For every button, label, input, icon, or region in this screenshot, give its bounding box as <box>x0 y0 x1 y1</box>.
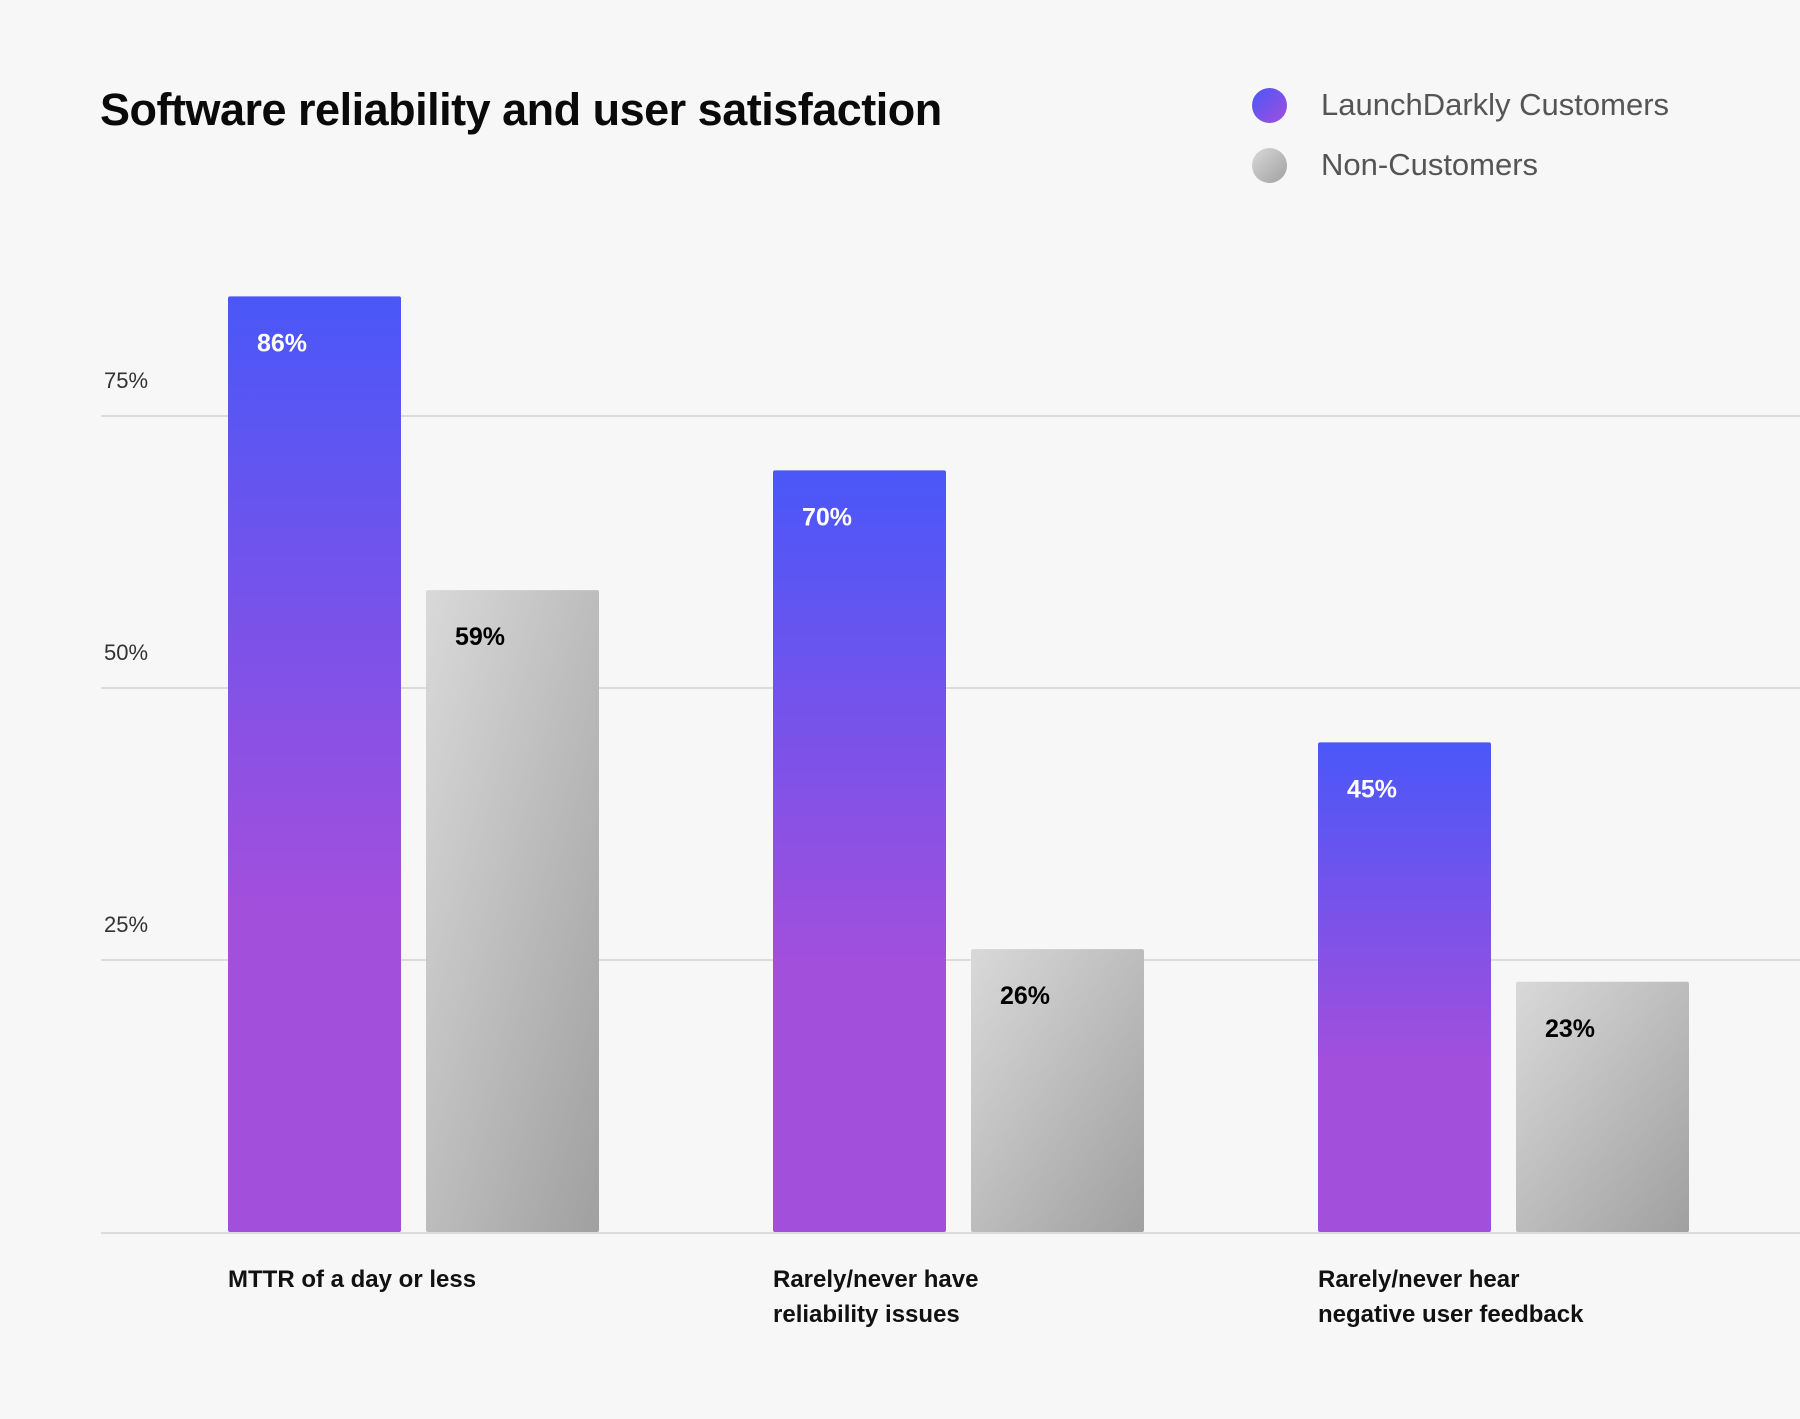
bar-non-customers <box>1516 981 1689 1232</box>
data-label: 26% <box>1000 982 1050 1010</box>
legend-item-launchdarkly-customers: LaunchDarkly Customers <box>1252 87 1669 123</box>
x-category-label: Rarely/never hear <box>1318 1266 1519 1293</box>
x-category-label: MTTR of a day or less <box>228 1266 476 1293</box>
bar-customers <box>1318 742 1491 1232</box>
legend-label: LaunchDarkly Customers <box>1321 87 1670 122</box>
legend-label: Non-Customers <box>1321 147 1539 182</box>
legend-swatch-icon <box>1252 147 1287 183</box>
data-label: 45% <box>1347 775 1397 803</box>
bar-customers <box>773 470 946 1232</box>
legend-swatch-icon <box>1252 87 1287 123</box>
data-label: 86% <box>257 329 307 357</box>
x-category-label: negative user feedback <box>1318 1301 1584 1328</box>
chart-title: Software reliability and user satisfacti… <box>100 84 942 135</box>
data-label: 70% <box>802 503 852 531</box>
data-label: 23% <box>1545 1015 1595 1043</box>
legend-item-non-customers: Non-Customers <box>1252 147 1538 183</box>
data-label: 59% <box>455 623 505 651</box>
bar-customers <box>228 296 401 1232</box>
x-category-label: Rarely/never have <box>773 1266 978 1293</box>
y-tick-label: 50% <box>104 640 148 665</box>
bar-non-customers <box>426 590 599 1232</box>
bar-non-customers <box>971 949 1144 1232</box>
y-tick-label: 75% <box>104 368 148 393</box>
x-category-label: reliability issues <box>773 1301 960 1328</box>
y-tick-label: 25% <box>104 912 148 937</box>
